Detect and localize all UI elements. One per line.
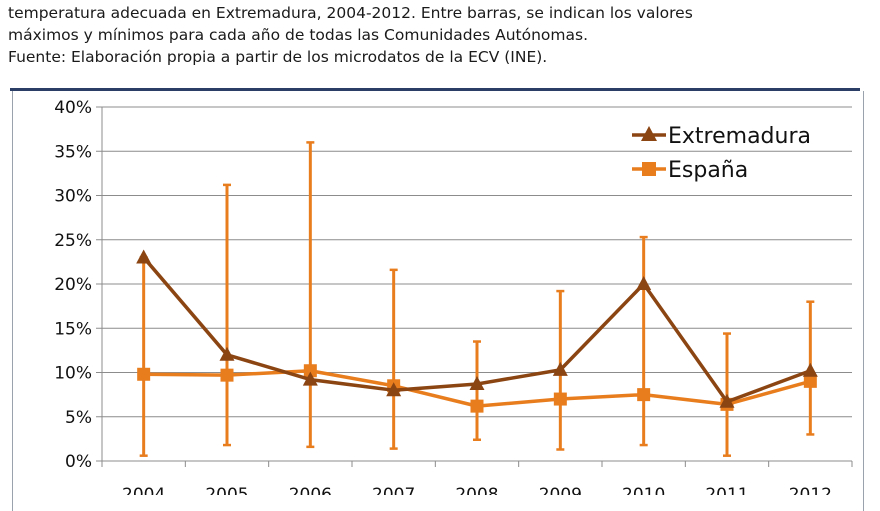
x-tick-label: 2007 <box>372 485 415 495</box>
data-point-extremadura <box>386 382 402 397</box>
x-tick-label: 2010 <box>622 485 665 495</box>
data-point-espana <box>803 374 817 388</box>
y-tick-label: 0% <box>65 452 92 472</box>
x-tick-label: 2012 <box>789 485 832 495</box>
data-point-extremadura <box>136 249 152 264</box>
legend-label-espana: España <box>668 158 748 183</box>
chart-frame <box>12 91 864 511</box>
x-tick-label: 2006 <box>289 485 332 495</box>
x-tick-label: 2005 <box>205 485 248 495</box>
data-point-extremadura <box>636 276 652 290</box>
caption-line-2: máximos y mínimos para cada año de todas… <box>8 26 589 44</box>
y-tick-label: 25% <box>54 231 92 251</box>
data-point-extremadura <box>552 361 568 376</box>
data-point-extremadura <box>219 346 235 361</box>
x-tick-label: 2011 <box>705 485 748 495</box>
data-point-espana <box>220 368 234 382</box>
data-point-extremadura <box>802 362 818 377</box>
data-point-extremadura <box>302 371 318 386</box>
caption-source: Fuente: Elaboración propia a partir de l… <box>8 48 548 66</box>
x-tick-label: 2008 <box>455 485 498 495</box>
legend-marker-extremadura <box>641 126 657 141</box>
figure-caption: temperatura adecuada en Extremadura, 200… <box>8 2 870 68</box>
data-point-espana <box>137 367 151 381</box>
y-tick-label: 10% <box>54 364 92 384</box>
x-tick-label: 2004 <box>122 485 165 495</box>
y-tick-label: 35% <box>54 142 92 162</box>
y-tick-label: 30% <box>54 187 92 207</box>
data-point-extremadura <box>719 393 735 408</box>
legend-label-extremadura: Extremadura <box>668 124 811 149</box>
x-tick-label: 2009 <box>539 485 582 495</box>
data-point-espana <box>470 399 484 413</box>
data-point-extremadura <box>469 376 485 391</box>
line-chart: 0% 5% 10% 15% 20% 25% 30% 35% 40% 2004 2005 2006 200… <box>54 98 853 495</box>
data-point-espana <box>637 388 651 402</box>
y-tick-label: 40% <box>54 98 92 118</box>
y-tick-label: 5% <box>65 408 92 428</box>
caption-line-1: temperatura adecuada en Extremadura, 200… <box>8 4 693 22</box>
y-tick-label: 20% <box>54 275 92 295</box>
data-point-espana <box>303 364 317 378</box>
legend-marker-espana <box>642 162 656 176</box>
y-tick-label: 15% <box>54 319 92 339</box>
caption-divider <box>10 88 860 91</box>
data-point-espana <box>553 392 567 406</box>
